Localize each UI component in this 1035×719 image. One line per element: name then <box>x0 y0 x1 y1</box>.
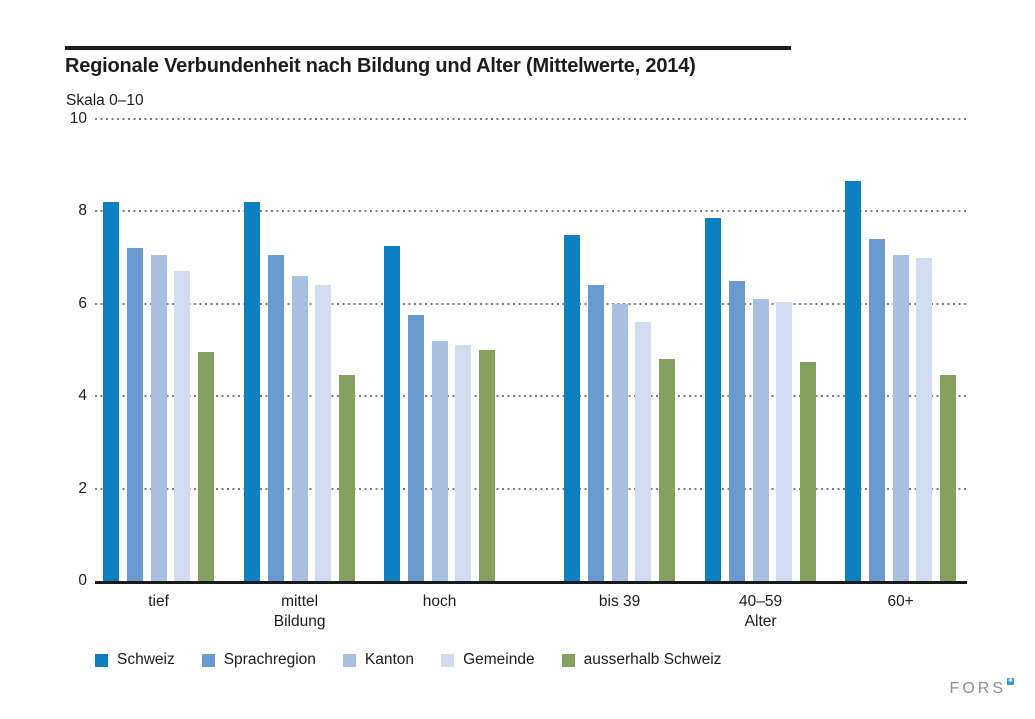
y-tick-label-8: 8 <box>78 202 87 220</box>
gridline-4 <box>95 395 967 398</box>
bar-schweiz-bis-39 <box>564 234 580 581</box>
legend-swatch-icon <box>95 653 108 667</box>
legend-item-sprachregion: Sprachregion <box>201 651 316 669</box>
bar-kanton-40–59 <box>752 299 769 581</box>
chart-title: Regionale Verbundenheit nach Bildung und… <box>65 55 696 77</box>
x-axis-label-bis-39: bis 39 <box>598 593 641 610</box>
gridline-8 <box>95 210 967 213</box>
legend-swatch-icon <box>561 653 575 667</box>
gridline-6 <box>95 302 967 305</box>
bar-kanton-tief <box>150 255 167 581</box>
bar-kanton-60+ <box>892 255 909 581</box>
legend-label: Kanton <box>364 651 415 668</box>
x-axis-label-mittel: mittel <box>281 593 319 610</box>
bar-schweiz-tief <box>103 202 119 581</box>
fors-logo-text: FORS <box>949 680 1006 697</box>
gridline-10 <box>95 118 967 120</box>
legend-swatch-icon <box>201 653 215 667</box>
y-tick-label-4: 4 <box>78 387 87 405</box>
axis-section-label-bildung: Bildung <box>273 613 326 630</box>
chart-subtitle: Skala 0–10 <box>66 92 144 109</box>
y-tick-label-2: 2 <box>78 479 87 497</box>
title-rule <box>65 46 791 50</box>
x-axis-label-40–59: 40–59 <box>739 593 783 610</box>
legend-label: Gemeinde <box>463 651 535 668</box>
bar-ausserhalb-schweiz-40–59 <box>800 361 817 581</box>
legend-label: Schweiz <box>117 651 175 668</box>
axis-section-label-alter: Alter <box>744 613 777 630</box>
bar-schweiz-hoch <box>384 246 400 581</box>
bar-kanton-mittel <box>291 276 308 581</box>
bar-gemeinde-hoch <box>455 345 472 581</box>
bar-gemeinde-40–59 <box>776 301 793 581</box>
legend-item-schweiz: Schweiz <box>95 651 175 669</box>
bar-sprachregion-tief <box>126 248 143 581</box>
bar-ausserhalb-schweiz-hoch <box>479 350 496 581</box>
legend-item-ausserhalb-schweiz: ausserhalb Schweiz <box>561 651 722 669</box>
bar-sprachregion-mittel <box>267 255 284 581</box>
x-axis-line <box>95 581 967 584</box>
y-tick-label-10: 10 <box>69 110 87 127</box>
legend: Schweiz Sprachregion Kanton Gemeinde ausserh… <box>95 651 721 669</box>
bar-sprachregion-60+ <box>868 239 885 581</box>
bar-ausserhalb-schweiz-bis-39 <box>659 359 676 581</box>
fors-logo-mark-icon: ✱ <box>1007 678 1014 685</box>
y-tick-label-0: 0 <box>78 572 87 589</box>
bar-ausserhalb-schweiz-60+ <box>940 375 957 581</box>
bar-sprachregion-40–59 <box>728 280 745 581</box>
bar-sprachregion-hoch <box>407 315 424 581</box>
fors-logo: FORS ✱ <box>949 678 1014 698</box>
gridline-2 <box>95 487 967 490</box>
legend-swatch-icon <box>342 653 356 667</box>
bar-gemeinde-tief <box>174 271 191 581</box>
legend-item-kanton: Kanton <box>342 651 415 669</box>
legend-swatch-icon <box>441 653 455 667</box>
legend-label: ausserhalb Schweiz <box>583 651 722 668</box>
bar-kanton-hoch <box>431 340 448 581</box>
x-axis-label-60+: 60+ <box>887 593 914 610</box>
bar-gemeinde-bis-39 <box>635 322 652 581</box>
bar-kanton-bis-39 <box>611 303 628 581</box>
legend-label: Sprachregion <box>223 651 316 668</box>
bar-ausserhalb-schweiz-mittel <box>339 375 356 581</box>
bar-sprachregion-bis-39 <box>587 285 604 581</box>
bar-schweiz-60+ <box>845 181 861 581</box>
bar-ausserhalb-schweiz-tief <box>198 352 215 581</box>
plot-area: 0 2 4 6 8 10 tief mittel hoch bis 39 40–59 60+ Bildu… <box>70 110 967 630</box>
x-axis-label-tief: tief <box>148 593 169 610</box>
x-axis-label-hoch: hoch <box>422 593 457 610</box>
bar-schweiz-40–59 <box>705 218 721 581</box>
bar-gemeinde-mittel <box>315 285 332 581</box>
bar-schweiz-mittel <box>244 202 260 581</box>
bar-gemeinde-60+ <box>916 257 933 581</box>
y-tick-label-6: 6 <box>78 294 87 312</box>
legend-item-gemeinde: Gemeinde <box>441 651 535 669</box>
